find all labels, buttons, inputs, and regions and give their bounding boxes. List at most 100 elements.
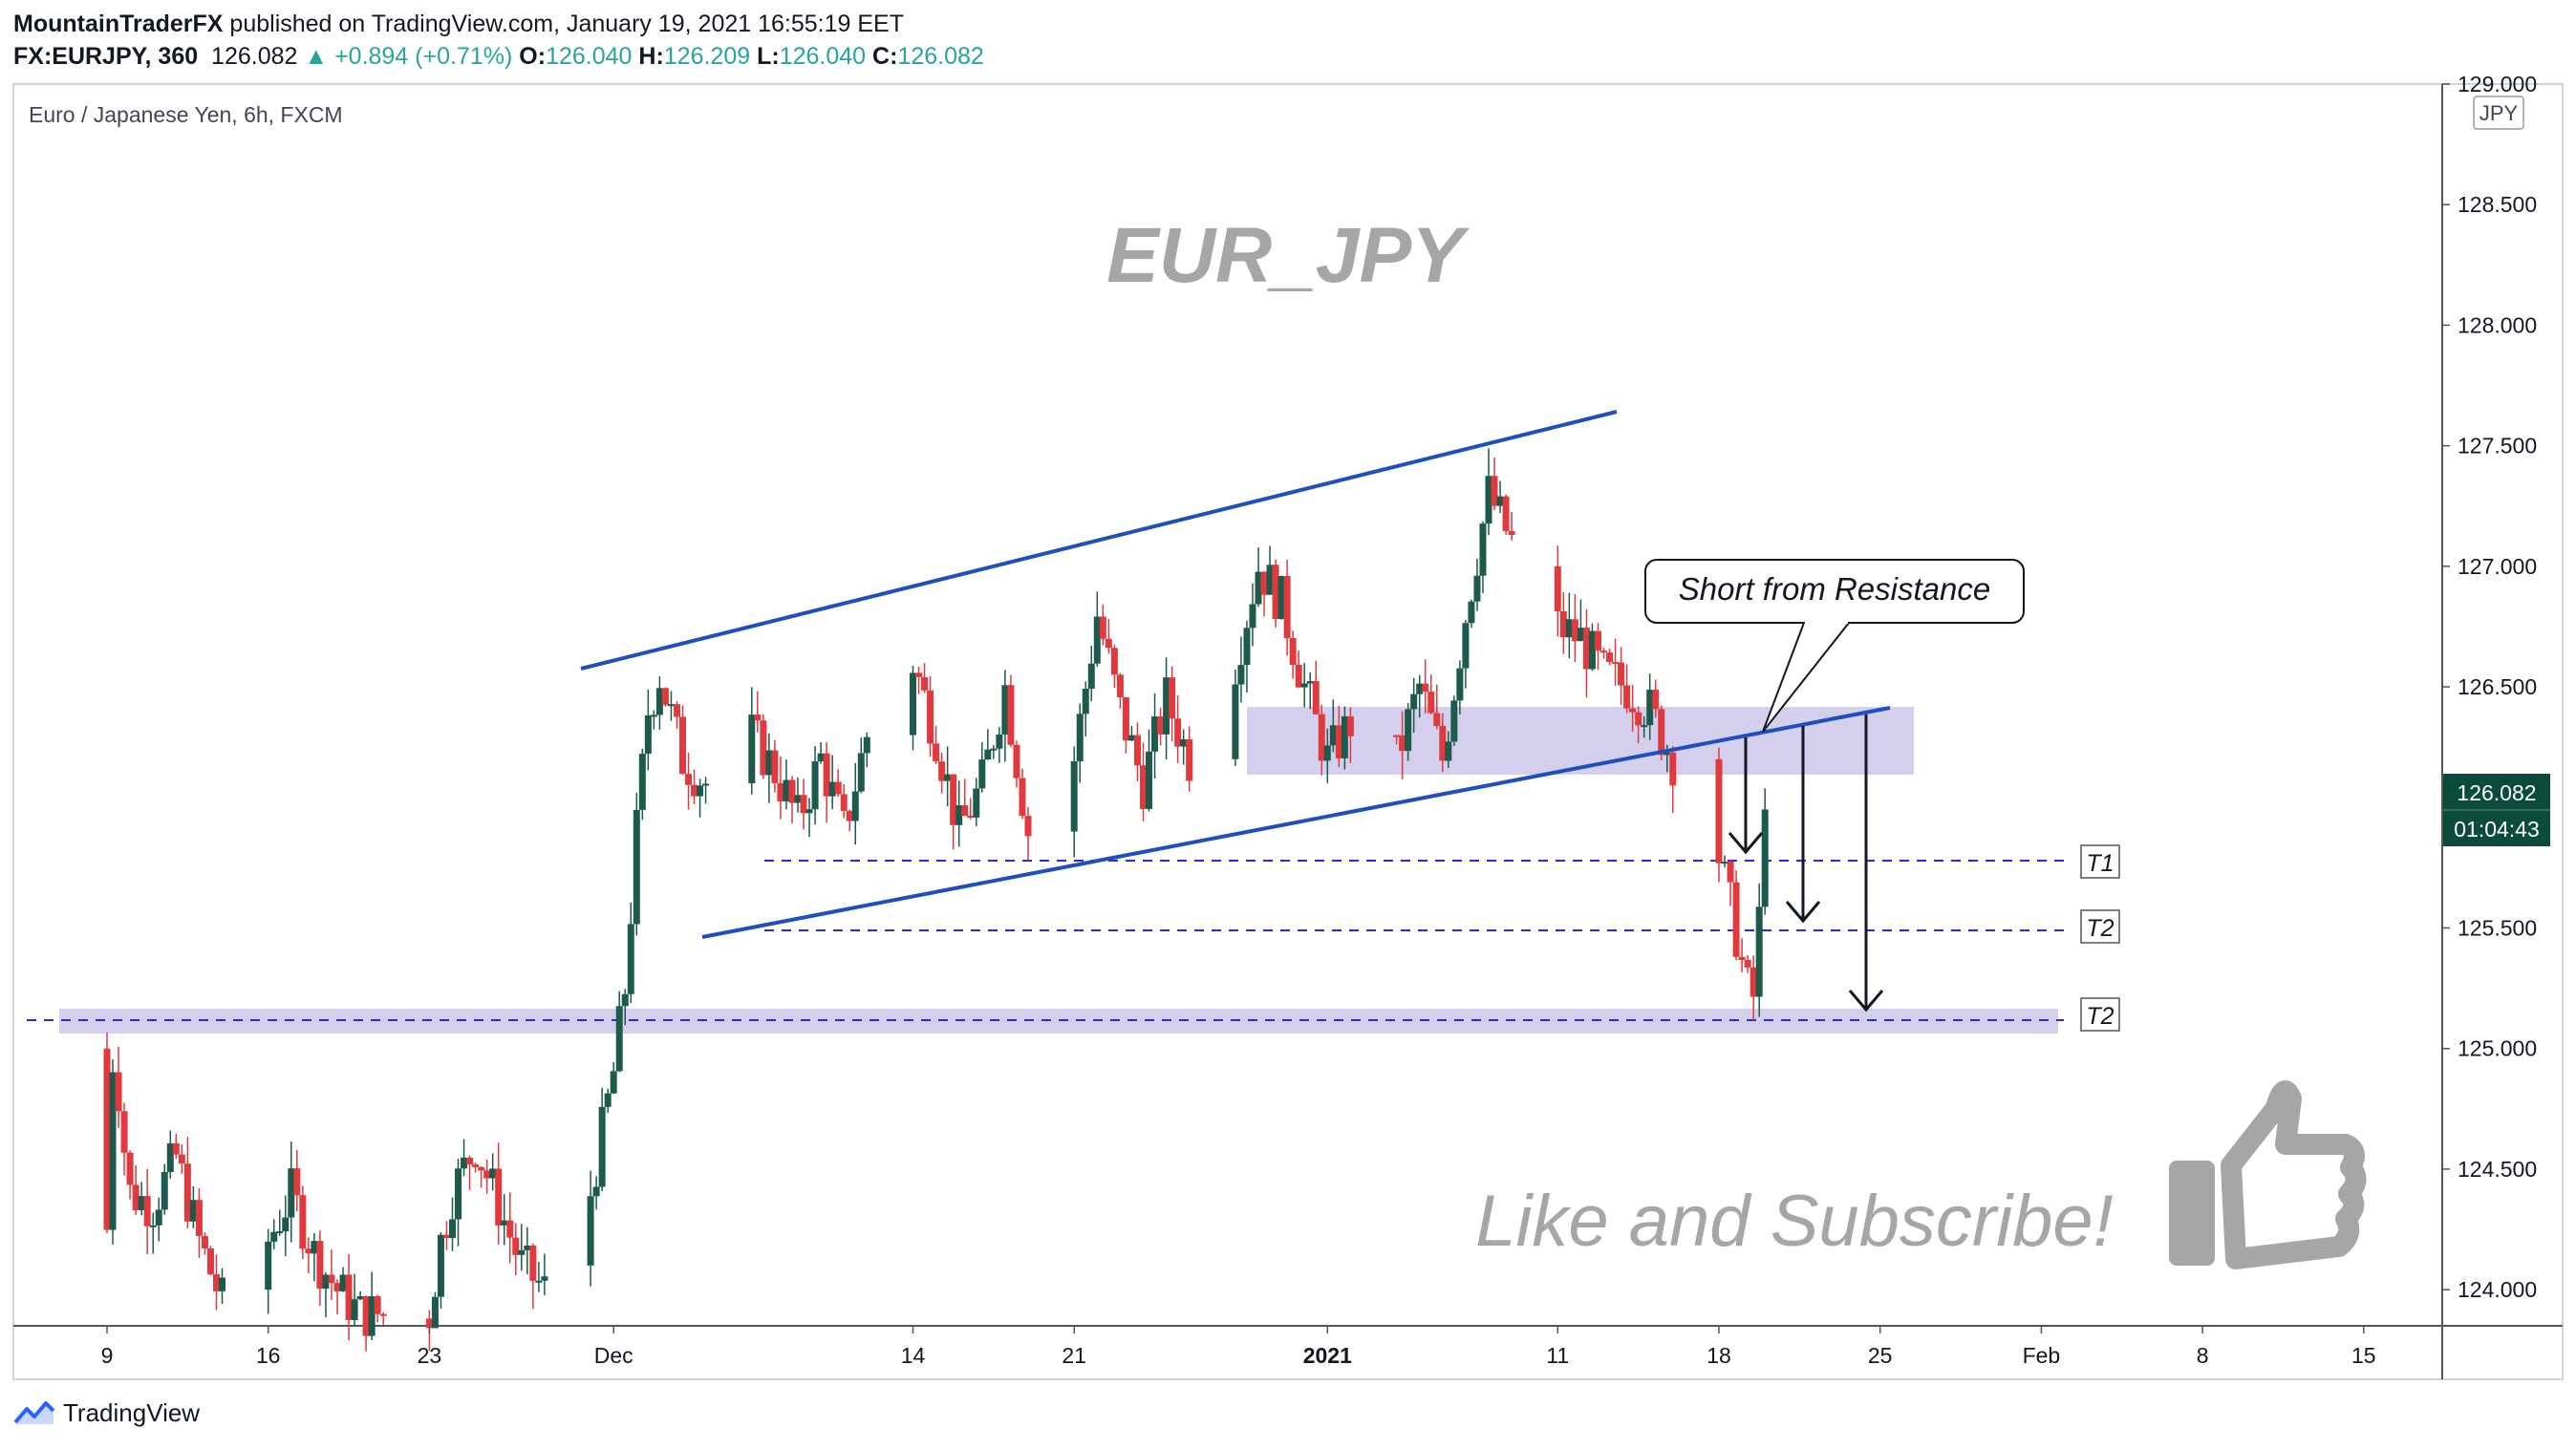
- candle-series[interactable]: [103, 448, 1769, 1352]
- candle-body[interactable]: [950, 774, 957, 825]
- candle-body[interactable]: [431, 1296, 439, 1329]
- candle-body[interactable]: [650, 714, 657, 717]
- candle-body[interactable]: [1283, 576, 1291, 638]
- candle-body[interactable]: [1410, 693, 1418, 710]
- candle-body[interactable]: [270, 1231, 278, 1242]
- candle-body[interactable]: [1428, 692, 1435, 714]
- candle-body[interactable]: [1669, 752, 1677, 786]
- candle-body[interactable]: [933, 743, 940, 762]
- candle-body[interactable]: [339, 1274, 347, 1291]
- candle-body[interactable]: [863, 736, 870, 754]
- candle-body[interactable]: [1393, 735, 1401, 737]
- candle-body[interactable]: [1306, 681, 1314, 684]
- candle-body[interactable]: [449, 1219, 456, 1239]
- candle-body[interactable]: [1612, 661, 1620, 664]
- candle-body[interactable]: [1496, 496, 1504, 506]
- candle-body[interactable]: [1277, 576, 1285, 620]
- candle-body[interactable]: [495, 1168, 503, 1226]
- candle-body[interactable]: [518, 1249, 526, 1255]
- candle-body[interactable]: [1323, 745, 1331, 761]
- candle-body[interactable]: [915, 672, 923, 677]
- candle-body[interactable]: [851, 791, 859, 821]
- candle-body[interactable]: [800, 795, 807, 814]
- candle-body[interactable]: [512, 1237, 520, 1255]
- candle-body[interactable]: [541, 1276, 548, 1281]
- candle-body[interactable]: [1295, 665, 1302, 688]
- candle-body[interactable]: [938, 761, 946, 781]
- candle-body[interactable]: [685, 774, 693, 785]
- candle-body[interactable]: [1468, 601, 1475, 624]
- candle-body[interactable]: [1646, 690, 1654, 726]
- candle-body[interactable]: [1491, 476, 1498, 506]
- candle-body[interactable]: [679, 716, 686, 775]
- candle-body[interactable]: [1732, 882, 1740, 957]
- candle-body[interactable]: [1641, 725, 1648, 728]
- candle-body[interactable]: [823, 753, 830, 797]
- candle-body[interactable]: [984, 749, 992, 760]
- candle-body[interactable]: [1157, 715, 1165, 735]
- candle-body[interactable]: [615, 1006, 623, 1072]
- candle-body[interactable]: [783, 779, 790, 801]
- candle-body[interactable]: [1559, 610, 1567, 638]
- candle-body[interactable]: [483, 1170, 491, 1179]
- candle-body[interactable]: [1750, 967, 1757, 997]
- candle-body[interactable]: [1744, 959, 1751, 968]
- candle-body[interactable]: [1445, 741, 1452, 761]
- candle-body[interactable]: [1727, 862, 1734, 883]
- candle-body[interactable]: [702, 783, 710, 786]
- candle-body[interactable]: [697, 785, 704, 797]
- candle-body[interactable]: [1105, 638, 1112, 649]
- candle-body[interactable]: [201, 1235, 208, 1248]
- candle-body[interactable]: [604, 1093, 612, 1107]
- candle-body[interactable]: [195, 1200, 203, 1236]
- candle-body[interactable]: [120, 1111, 128, 1153]
- candle-body[interactable]: [1127, 735, 1135, 741]
- candle-body[interactable]: [299, 1195, 307, 1249]
- candle-body[interactable]: [1099, 616, 1106, 639]
- candle-body[interactable]: [442, 1234, 450, 1239]
- candle-body[interactable]: [1133, 735, 1141, 766]
- candle-body[interactable]: [1180, 739, 1188, 747]
- candle-body[interactable]: [927, 690, 934, 744]
- candle-body[interactable]: [1169, 677, 1176, 719]
- candle-body[interactable]: [478, 1166, 485, 1171]
- candle-body[interactable]: [379, 1313, 387, 1316]
- candle-body[interactable]: [667, 704, 675, 707]
- candle-body[interactable]: [655, 688, 663, 715]
- candle-body[interactable]: [1508, 530, 1515, 536]
- candle-body[interactable]: [691, 784, 698, 797]
- candle-body[interactable]: [183, 1163, 191, 1222]
- candle-body[interactable]: [1658, 709, 1665, 756]
- candle-body[interactable]: [1715, 758, 1723, 864]
- candle-body[interactable]: [1606, 652, 1614, 662]
- candle-body[interactable]: [219, 1277, 225, 1291]
- candle-body[interactable]: [1007, 685, 1015, 745]
- candle-body[interactable]: [529, 1245, 537, 1281]
- candle-body[interactable]: [633, 809, 640, 925]
- candle-body[interactable]: [627, 924, 634, 994]
- candle-body[interactable]: [973, 788, 980, 818]
- candle-body[interactable]: [638, 754, 646, 810]
- candle-body[interactable]: [1082, 689, 1089, 714]
- candle-body[interactable]: [501, 1220, 508, 1226]
- candle-body[interactable]: [506, 1220, 514, 1238]
- candle-body[interactable]: [265, 1241, 272, 1290]
- candle-body[interactable]: [1024, 816, 1032, 837]
- candle-body[interactable]: [1232, 684, 1239, 759]
- candle-body[interactable]: [1422, 683, 1429, 693]
- candle-body[interactable]: [103, 1048, 111, 1230]
- candle-body[interactable]: [1300, 683, 1308, 688]
- candle-body[interactable]: [1122, 697, 1129, 741]
- candle-body[interactable]: [374, 1296, 381, 1314]
- candle-body[interactable]: [805, 809, 813, 814]
- upper-trendline[interactable]: [580, 410, 1618, 671]
- candle-body[interactable]: [1721, 862, 1728, 864]
- candle-body[interactable]: [189, 1200, 197, 1222]
- candle-body[interactable]: [1462, 623, 1470, 669]
- candle-body[interactable]: [535, 1280, 543, 1283]
- candle-body[interactable]: [311, 1241, 318, 1254]
- candle-body[interactable]: [1399, 735, 1406, 752]
- candle-body[interactable]: [155, 1209, 162, 1226]
- candle-body[interactable]: [1635, 712, 1642, 726]
